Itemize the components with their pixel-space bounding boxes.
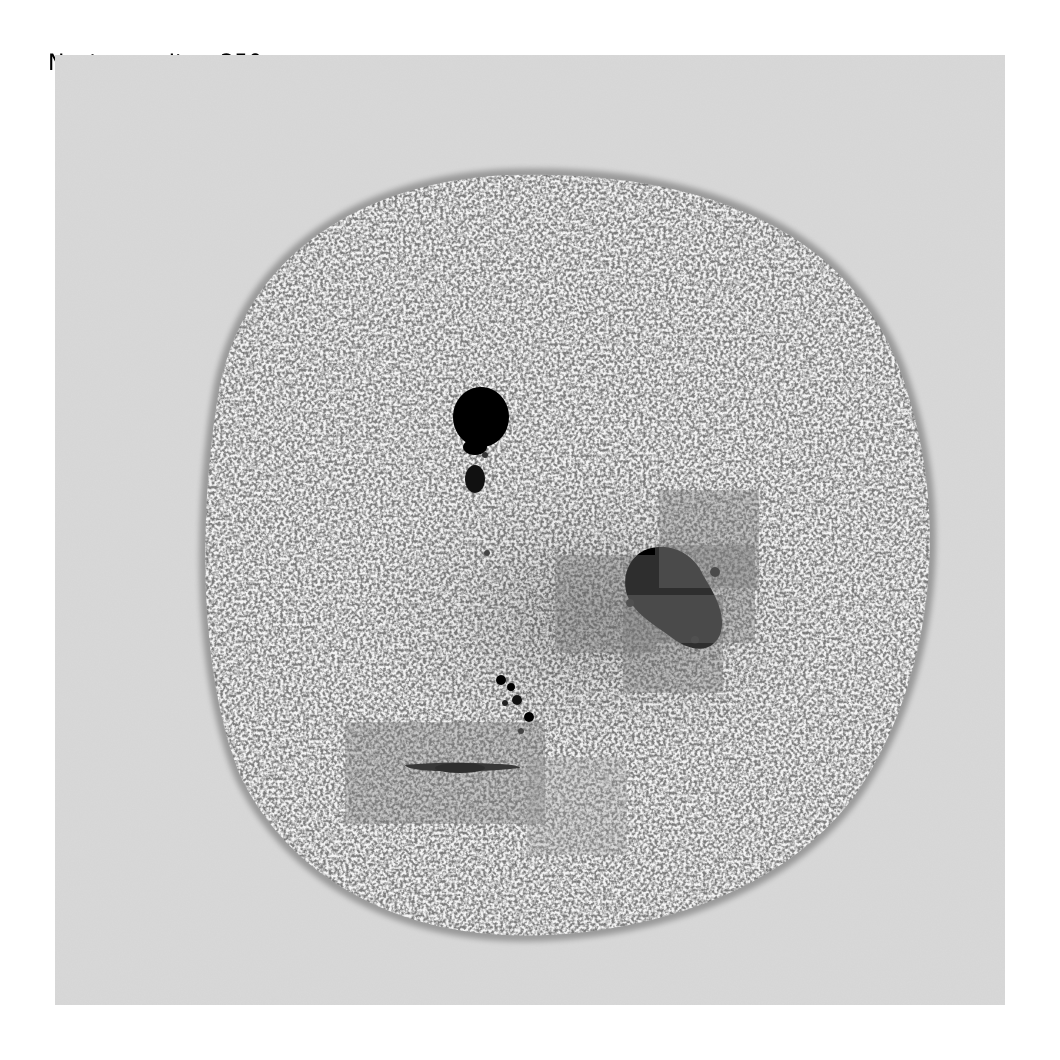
- overlay-box: [527, 757, 627, 855]
- overlay-box: [659, 490, 759, 588]
- overlay-box: [623, 595, 723, 693]
- image-panel: [55, 55, 1005, 1005]
- round-blob: [453, 387, 509, 447]
- overlay-box: [345, 722, 545, 824]
- speckle-field: [205, 174, 930, 936]
- grayscale-image: [55, 55, 1005, 1005]
- dark-features: [405, 387, 723, 773]
- central-cluster: [625, 546, 723, 649]
- overlay-box: [555, 555, 655, 653]
- overlay-boxes: [345, 490, 759, 855]
- overlay-box: [655, 545, 755, 643]
